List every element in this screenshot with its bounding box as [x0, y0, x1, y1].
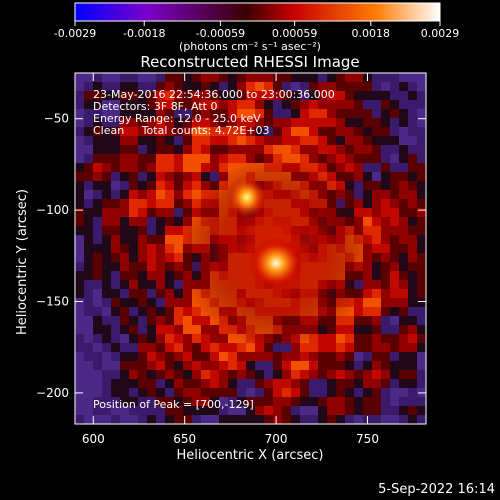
x-axis-label: Heliocentric X (arcsec) [177, 448, 324, 463]
colorbar-tick-label: -0.00059 [196, 27, 245, 40]
annotation-energy: Energy Range: 12.0 - 25.0 keV [93, 112, 261, 125]
colorbar-tick-label: -0.0018 [123, 27, 165, 40]
y-tick-label: −100 [36, 203, 69, 217]
colorbar-tick-label: 0.0018 [352, 27, 391, 40]
colorbar: -0.0029 -0.0018 -0.00059 0.00059 0.0018 0.002… [54, 2, 460, 53]
chart-title: Reconstructed RHESSI Image [140, 53, 360, 71]
colorbar-unit-label: (photons cm⁻² s⁻¹ asec⁻²) [179, 40, 321, 53]
annotation-time: 23-May-2016 22:54:36.000 to 23:00:36.000 [93, 88, 335, 101]
x-tick-label: 600 [82, 432, 105, 446]
x-tick-label: 650 [173, 432, 196, 446]
heatmap-source-secondary [226, 175, 267, 220]
peak-position-label: Position of Peak = [700,-129] [93, 398, 254, 411]
x-tick-label: 750 [356, 432, 379, 446]
y-tick-label: −50 [44, 112, 69, 126]
heatmap-source-peak [248, 237, 305, 290]
plot-frame [74, 72, 427, 425]
footer-timestamp: 5-Sep-2022 16:14 [378, 482, 495, 497]
annotation-detectors: Detectors: 3F 8F, Att 0 [93, 100, 217, 113]
colorbar-tick-label: 0.00059 [272, 27, 318, 40]
colorbar-tick-label: 0.0029 [421, 27, 460, 40]
y-axis-label: Heliocentric Y (arcsec) [15, 189, 30, 335]
x-tick-label: 700 [265, 432, 288, 446]
colorbar-gradient [74, 2, 441, 22]
annotation-counts: Clean Total counts: 4.72E+03 [93, 124, 270, 137]
y-tick-label: −200 [36, 386, 69, 400]
y-tick-label: −150 [36, 295, 69, 309]
colorbar-tick-label: -0.0029 [54, 27, 96, 40]
